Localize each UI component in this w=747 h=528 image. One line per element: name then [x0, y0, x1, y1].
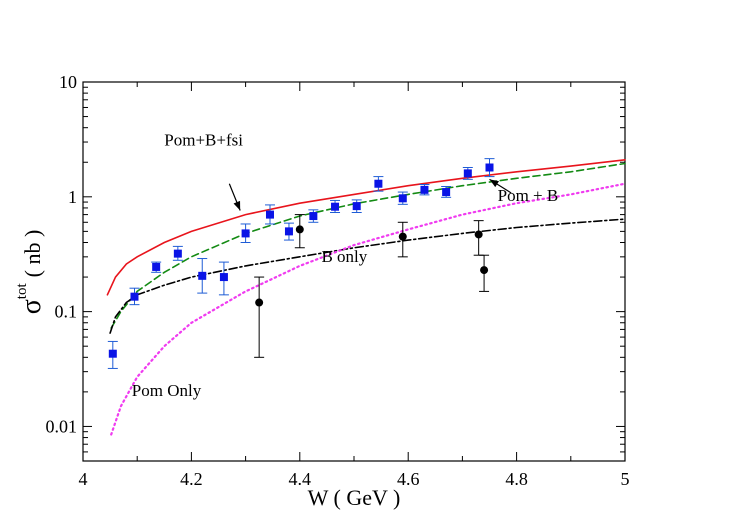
x-tick-label: 4.4 — [289, 469, 312, 489]
data-point-square — [352, 202, 361, 211]
data-point-square — [152, 262, 161, 271]
data-point-square — [420, 185, 429, 194]
data-point-square — [398, 194, 407, 203]
y-tick-label: 0.1 — [55, 302, 78, 322]
data-point-square — [284, 227, 293, 236]
x-tick-label: 4 — [79, 469, 88, 489]
series-line-pom-b-fsi — [106, 159, 626, 296]
x-tick-label: 4.6 — [397, 469, 420, 489]
svg-text:σtot( nb ): σtot ( nb ) — [14, 230, 47, 315]
data-point-circle — [295, 225, 304, 234]
x-tick-label: 5 — [621, 469, 630, 489]
data-point-square — [241, 229, 250, 238]
data-point-circle — [398, 232, 407, 241]
y-tick-label: 0.01 — [46, 416, 78, 436]
x-tick-label: 4.2 — [180, 469, 203, 489]
data-point-square — [374, 179, 383, 188]
y-axis-superscript: tot — [14, 283, 30, 300]
axis-ticks — [82, 81, 626, 462]
data-point-square — [265, 210, 274, 219]
data-point-square — [219, 273, 228, 282]
data-points — [107, 158, 495, 369]
data-point-square — [485, 163, 494, 172]
y-tick-label: 10 — [59, 72, 77, 92]
annotation-label: Pom + B — [498, 186, 559, 205]
y-axis-sigma: σ — [16, 299, 47, 314]
y-tick-labels: 0.01 0.1 1 10 — [46, 72, 78, 436]
y-axis-unit: ( nb ) — [20, 230, 45, 278]
annotations: Pom+B+fsi Pom + B B only Pom Only — [132, 130, 558, 399]
data-point-square — [463, 169, 472, 178]
data-point-square — [198, 271, 207, 280]
x-axis-title: W ( GeV ) — [308, 485, 401, 510]
data-point-square — [309, 212, 318, 221]
data-point-circle — [255, 298, 264, 307]
data-point-square — [331, 202, 340, 211]
annotation-label: B only — [321, 247, 367, 266]
series-line-b-only — [109, 218, 626, 334]
data-point-square — [108, 349, 117, 358]
y-tick-label: 1 — [68, 187, 77, 207]
x-tick-label: 4.8 — [505, 469, 528, 489]
annotation-label: Pom+B+fsi — [164, 130, 243, 149]
y-axis-title: σtot ( nb ) — [14, 230, 47, 315]
data-point-circle — [474, 230, 483, 239]
annotation-label: Pom Only — [132, 381, 202, 400]
data-point-square — [442, 188, 451, 197]
data-point-circle — [480, 266, 489, 275]
data-point-square — [130, 292, 139, 301]
annotation-arrow-head — [489, 179, 499, 188]
data-point-square — [173, 249, 182, 258]
annotation-arrow-head — [233, 200, 241, 211]
x-tick-labels: 4 4.2 4.4 4.6 4.8 5 — [79, 469, 630, 489]
